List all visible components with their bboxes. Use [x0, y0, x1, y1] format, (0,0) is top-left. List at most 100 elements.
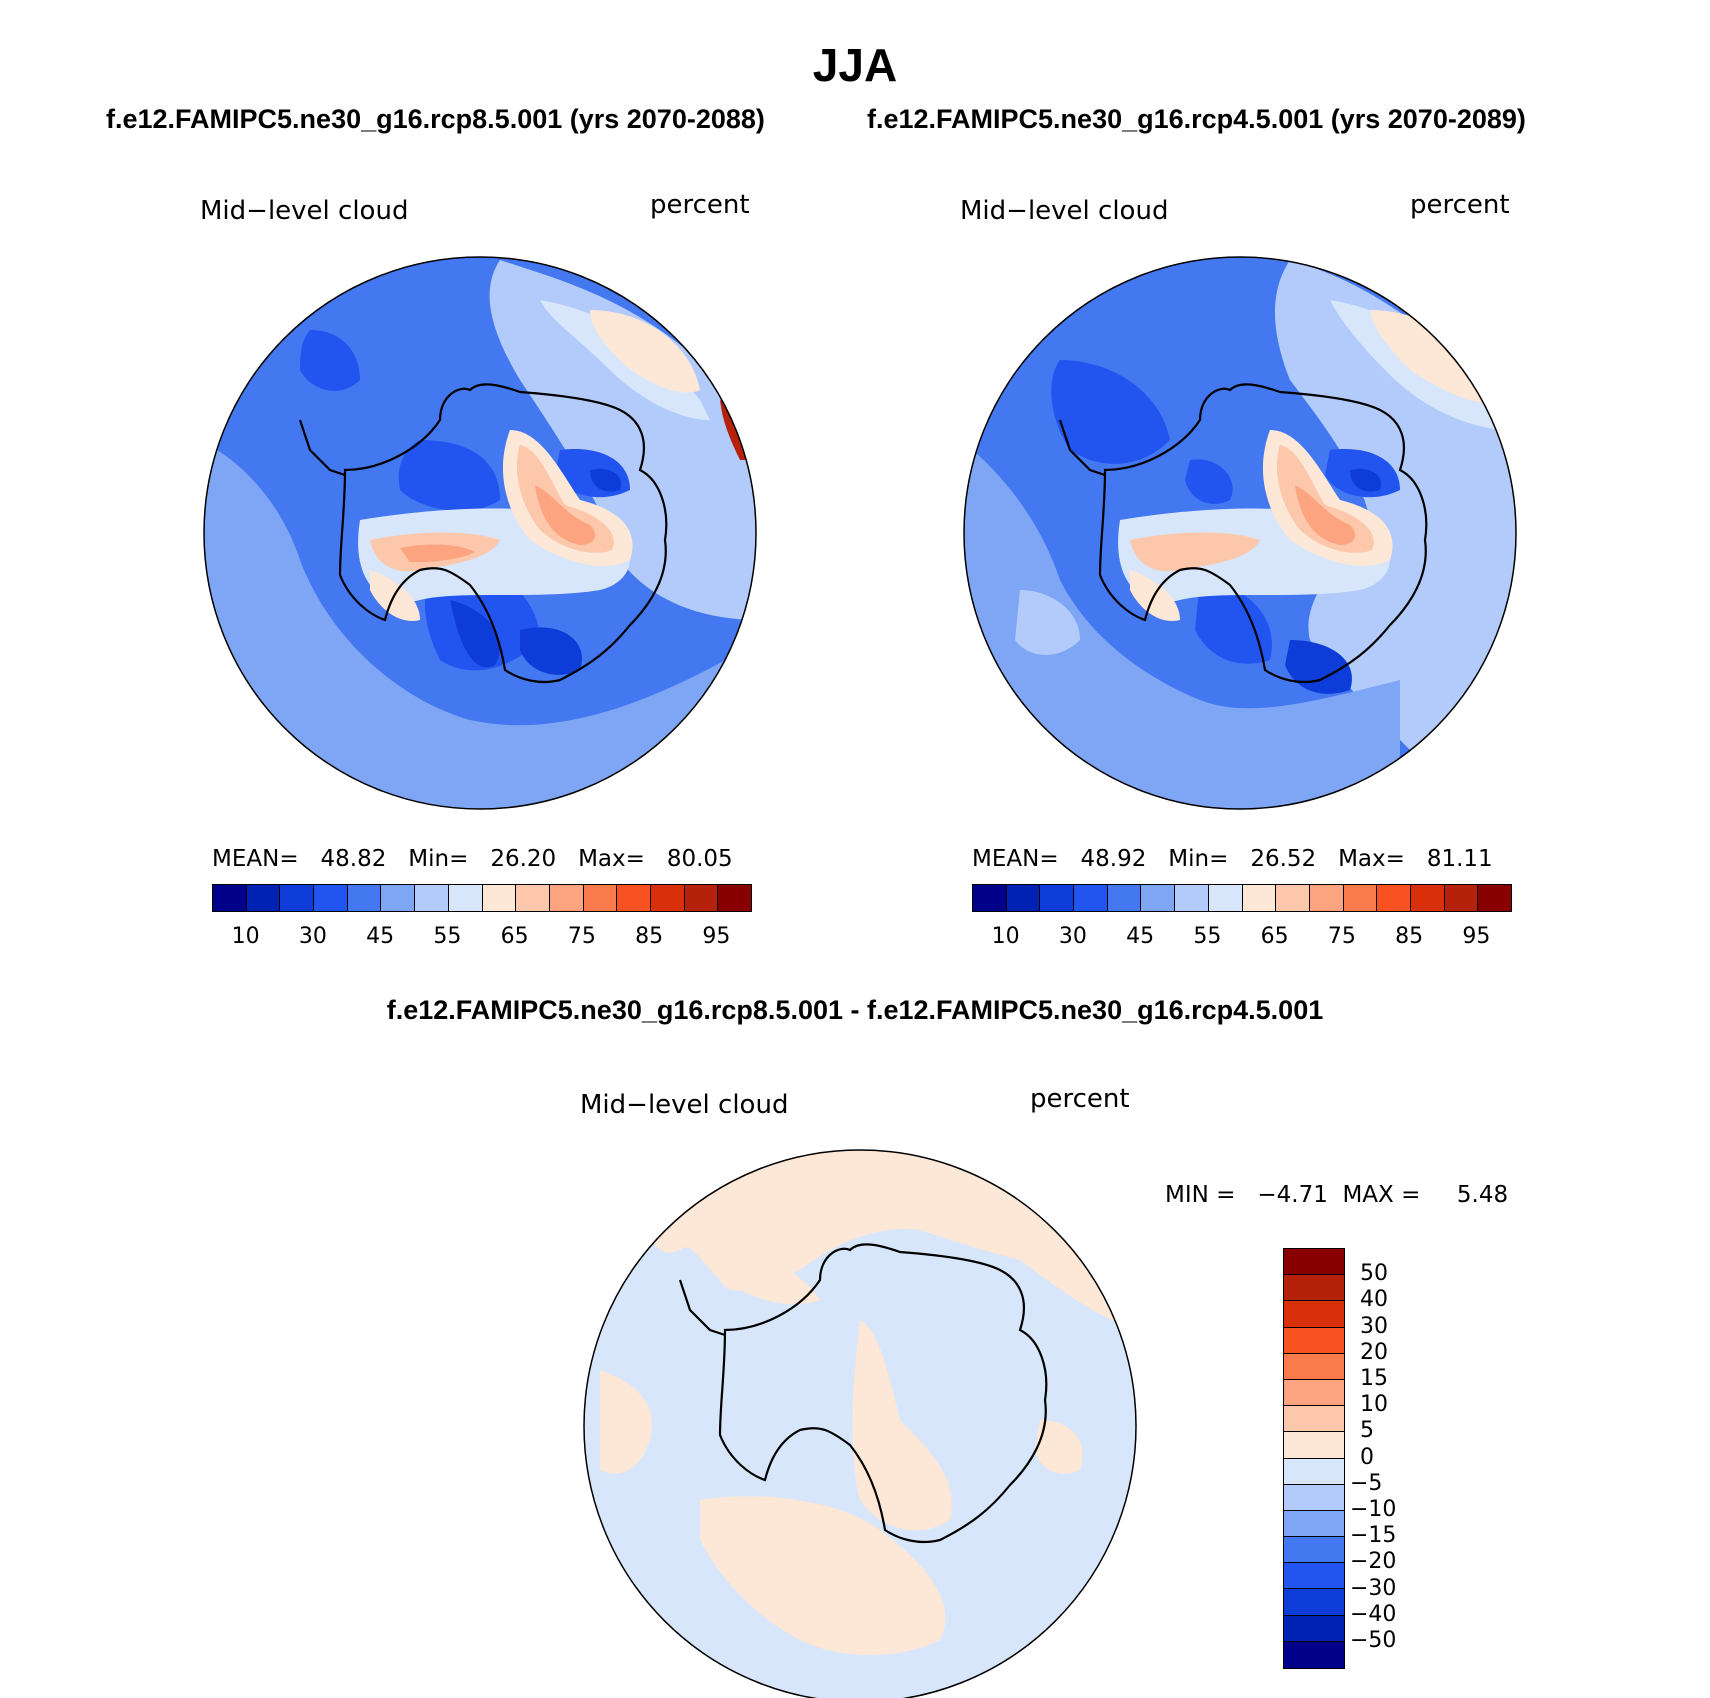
colorbar-tick-label: 45: [366, 924, 395, 949]
colorbar-tick-label: 5: [1360, 1418, 1374, 1444]
colorbar-swatch: [1141, 885, 1176, 911]
colorbar-tick-label: −10: [1350, 1497, 1397, 1522]
colorbar-swatch: [415, 885, 449, 911]
panel3-units: percent: [1030, 1084, 1130, 1114]
panel2-units: percent: [1410, 190, 1510, 220]
colorbar-tick-label: 50: [1360, 1261, 1388, 1287]
colorbar-tick-label: 0: [1360, 1444, 1374, 1470]
colorbar-tick-label: 55: [433, 924, 462, 949]
colorbar-tick-label: 95: [1462, 924, 1491, 949]
panel2-stats: MEAN= 48.92 Min= 26.52 Max= 81.11: [972, 846, 1493, 872]
panel1-colorbar-labels: 10 30 45 55 65 75 85 95: [212, 924, 750, 954]
main-title: JJA: [812, 39, 898, 91]
panel3-stats: MIN = −4.71 MAX = 5.48: [1165, 1182, 1509, 1208]
colorbar-tick-label: 85: [1395, 924, 1424, 949]
colorbar-swatch: [718, 885, 751, 911]
colorbar-tick-label: 20: [1360, 1339, 1388, 1365]
colorbar-swatch: [213, 885, 247, 911]
colorbar-tick-label: −15: [1350, 1523, 1397, 1549]
colorbar-swatch: [1284, 1379, 1344, 1407]
colorbar-swatch: [1284, 1353, 1344, 1380]
colorbar-swatch: [1284, 1484, 1344, 1511]
colorbar-tick-label: 45: [1126, 924, 1155, 949]
colorbar-swatch: [381, 885, 416, 911]
colorbar-tick-label: 40: [1360, 1287, 1388, 1313]
colorbar-swatch: [684, 885, 719, 911]
colorbar-swatch: [1284, 1589, 1344, 1616]
colorbar-swatch: [1284, 1615, 1344, 1642]
colorbar-swatch: [1284, 1275, 1344, 1302]
colorbar-swatch: [246, 885, 281, 911]
colorbar-tick-label: 10: [991, 924, 1020, 949]
colorbar-tick-label: 10: [231, 924, 260, 949]
colorbar-swatch: [1284, 1563, 1344, 1590]
colorbar-swatch: [1478, 885, 1511, 911]
difference-colorbar-labels: 50 40 30 20 15 10 5 0 −5 −10 −15 −20 −30 −40 −50: [1350, 1248, 1470, 1688]
colorbar-swatch: [1006, 885, 1041, 911]
colorbar-swatch: [1284, 1301, 1344, 1328]
colorbar-tick-label: −5: [1350, 1470, 1383, 1496]
panel1-units: percent: [650, 190, 750, 220]
case-title-rcp45: f.e12.FAMIPC5.ne30_g16.rcp4.5.001 (yrs 2…: [867, 104, 1526, 134]
colorbar-tick-label: 95: [702, 924, 731, 949]
colorbar-tick-label: 85: [635, 924, 664, 949]
colorbar-swatch: [1444, 885, 1479, 911]
panel1-variable: Mid−level cloud: [200, 196, 409, 226]
colorbar-swatch: [617, 885, 651, 911]
colorbar-swatch: [1284, 1537, 1344, 1564]
colorbar-tick-label: −40: [1350, 1601, 1397, 1627]
colorbar-swatch: [549, 885, 584, 911]
colorbar-tick-label: 65: [1260, 924, 1289, 949]
colorbar-swatch: [1309, 885, 1344, 911]
colorbar-tick-label: −30: [1350, 1575, 1397, 1601]
difference-title: f.e12.FAMIPC5.ne30_g16.rcp8.5.001 - f.e1…: [386, 995, 1324, 1025]
panel1-colorbar: [212, 884, 752, 912]
colorbar-swatch: [1040, 885, 1075, 911]
colorbar-swatch: [1343, 885, 1378, 911]
colorbar-swatch: [583, 885, 618, 911]
colorbar-tick-label: 30: [1058, 924, 1087, 949]
case-title-rcp85: f.e12.FAMIPC5.ne30_g16.rcp8.5.001 (yrs 2…: [106, 104, 765, 134]
panel2-colorbar: [972, 884, 1512, 912]
panel2-colorbar-labels: 10 30 45 55 65 75 85 95: [972, 924, 1510, 954]
panel2-variable: Mid−level cloud: [960, 196, 1169, 226]
colorbar-swatch: [314, 885, 348, 911]
map-panel-difference: [583, 1149, 1137, 1698]
colorbar-swatch: [280, 885, 315, 911]
colorbar-tick-label: 30: [1360, 1313, 1388, 1339]
colorbar-swatch: [482, 885, 517, 911]
colorbar-tick-label: 65: [500, 924, 529, 949]
colorbar-tick-label: −50: [1350, 1628, 1397, 1653]
colorbar-swatch: [1284, 1432, 1344, 1459]
map-panel-rcp85: [203, 256, 757, 810]
colorbar-swatch: [347, 885, 382, 911]
colorbar-tick-label: 30: [298, 924, 327, 949]
colorbar-swatch: [1284, 1510, 1344, 1538]
colorbar-tick-label: 15: [1360, 1366, 1388, 1391]
colorbar-swatch: [1284, 1406, 1344, 1433]
colorbar-swatch: [1284, 1641, 1344, 1668]
colorbar-swatch: [1276, 885, 1310, 911]
colorbar-swatch: [516, 885, 550, 911]
colorbar-swatch: [1410, 885, 1445, 911]
colorbar-swatch: [650, 885, 685, 911]
colorbar-swatch: [1107, 885, 1142, 911]
colorbar-swatch: [1208, 885, 1243, 911]
colorbar-swatch: [1074, 885, 1108, 911]
colorbar-swatch: [1284, 1327, 1344, 1354]
difference-colorbar: [1283, 1248, 1345, 1669]
colorbar-swatch: [973, 885, 1007, 911]
colorbar-swatch: [1242, 885, 1277, 911]
map-panel-rcp45: [963, 256, 1517, 810]
colorbar-tick-label: −20: [1350, 1549, 1397, 1575]
panel1-stats: MEAN= 48.82 Min= 26.20 Max= 80.05: [212, 846, 733, 872]
panel3-variable: Mid−level cloud: [580, 1090, 789, 1120]
colorbar-swatch: [1284, 1458, 1344, 1485]
colorbar-swatch: [1377, 885, 1411, 911]
colorbar-tick-label: 75: [1327, 924, 1356, 949]
colorbar-swatch: [448, 885, 483, 911]
colorbar-tick-label: 55: [1193, 924, 1222, 949]
colorbar-swatch: [1284, 1249, 1344, 1276]
colorbar-tick-label: 10: [1360, 1392, 1388, 1418]
